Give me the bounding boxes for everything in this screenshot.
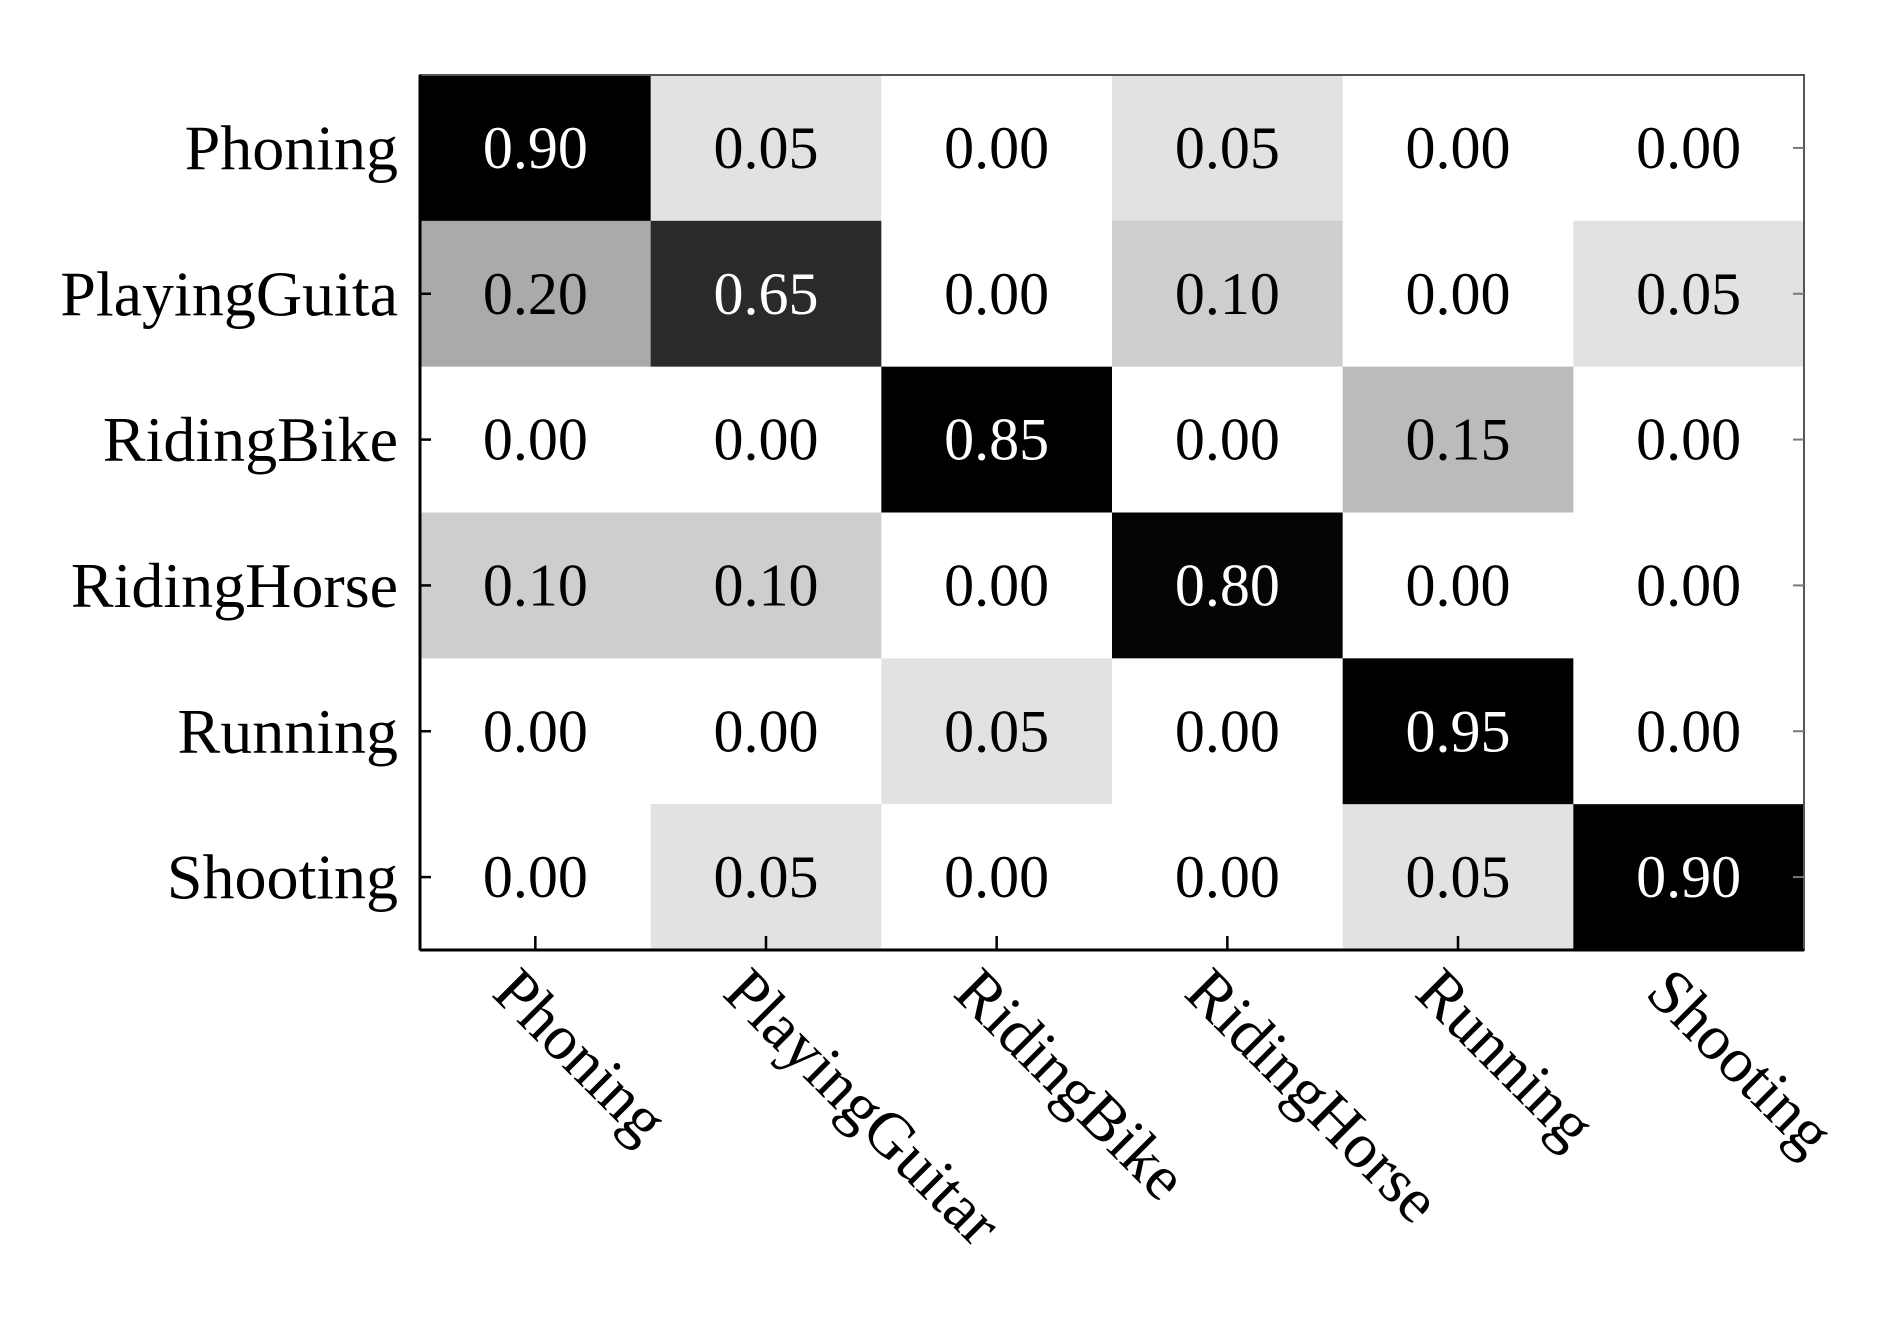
heatmap-cell-r1-c0 — [420, 220, 652, 368]
heatmap-cell-r3-c5 — [1573, 512, 1805, 659]
cell-value-label-r2-c1: 0.00 — [714, 407, 819, 473]
cell-value-label-r3-c4: 0.00 — [1406, 552, 1511, 618]
column-label-5: Shooting — [1634, 955, 1848, 1169]
cell-value-label-r4-c0: 0.00 — [483, 698, 588, 764]
cell-value-label-r2-c5: 0.00 — [1636, 407, 1741, 473]
column-label-4: Running — [1403, 955, 1609, 1161]
row-label-5: Shooting — [167, 842, 398, 913]
heatmap-cells — [420, 75, 1805, 951]
heatmap-cell-r4-c2 — [881, 658, 1113, 805]
heatmap-cell-r0-c1 — [650, 75, 882, 222]
heatmap-cell-r2-c0 — [420, 366, 652, 513]
cell-value-label-r1-c5: 0.05 — [1636, 261, 1741, 327]
cell-value-label-r2-c2: 0.85 — [944, 407, 1049, 473]
cell-value-label-r0-c1: 0.05 — [714, 115, 819, 181]
heatmap-cell-r4-c4 — [1342, 658, 1574, 805]
heatmap-cell-r0-c2 — [881, 75, 1113, 222]
heatmap-cell-r4-c5 — [1573, 658, 1805, 805]
cell-value-label-r4-c5: 0.00 — [1636, 698, 1741, 764]
cell-value-labels: 0.90 0.05 0.00 0.05 0.00 0.00 0.20 0.65 0.00 0.10… — [483, 115, 1741, 910]
heatmap-cell-r0-c0 — [420, 75, 652, 222]
heatmap-cell-r5-c4 — [1342, 804, 1574, 951]
heatmap-cell-r3-c4 — [1342, 512, 1574, 659]
cell-value-label-r1-c3: 0.10 — [1175, 261, 1280, 327]
heatmap-cell-r1-c5 — [1573, 220, 1805, 368]
heatmap-cell-r4-c3 — [1112, 658, 1344, 805]
cell-value-label-r4-c1: 0.00 — [714, 698, 819, 764]
row-label-4: Running — [178, 696, 398, 767]
cell-value-label-r2-c3: 0.00 — [1175, 407, 1280, 473]
row-label-3: RidingHorse — [71, 550, 398, 621]
cell-value-label-r1-c4: 0.00 — [1406, 261, 1511, 327]
cell-value-label-r4-c2: 0.05 — [944, 698, 1049, 764]
cell-value-label-r2-c0: 0.00 — [483, 407, 588, 473]
heatmap-cell-r3-c2 — [881, 512, 1113, 659]
heatmap-cell-r4-c0 — [420, 658, 652, 805]
heatmap-cell-r1-c2 — [881, 220, 1113, 368]
heatmap-cell-r5-c5 — [1573, 804, 1805, 951]
heatmap-cell-r0-c3 — [1112, 75, 1344, 222]
column-label-0: Phoning — [480, 955, 681, 1156]
heatmap-cell-r0-c5 — [1573, 75, 1805, 222]
axis-ticks — [420, 146, 1804, 950]
cell-value-label-r0-c0: 0.90 — [483, 115, 588, 181]
heatmap-cell-r4-c1 — [650, 658, 882, 805]
cell-value-label-r3-c0: 0.10 — [483, 552, 588, 618]
cell-value-label-r4-c3: 0.00 — [1175, 698, 1280, 764]
cell-value-label-r3-c1: 0.10 — [714, 552, 819, 618]
heatmap-cell-r2-c5 — [1573, 366, 1805, 513]
cell-value-label-r1-c1: 0.65 — [714, 261, 819, 327]
heatmap-cell-r0-c4 — [1342, 75, 1574, 222]
heatmap-cell-r3-c3 — [1112, 512, 1344, 659]
cell-value-label-r3-c2: 0.00 — [944, 552, 1049, 618]
cell-value-label-r0-c3: 0.05 — [1175, 115, 1280, 181]
cell-value-label-r5-c1: 0.05 — [714, 844, 819, 910]
cell-value-label-r5-c4: 0.05 — [1406, 844, 1511, 910]
x-axis-tick-labels: Phoning PlayingGuitarRidingBikeRidingHors… — [480, 955, 1847, 1259]
cell-value-label-r3-c3: 0.80 — [1175, 552, 1280, 618]
row-label-2: RidingBike — [103, 404, 398, 475]
cell-value-label-r5-c3: 0.00 — [1175, 844, 1280, 910]
heatmap-cell-r2-c3 — [1112, 366, 1344, 513]
cell-value-label-r0-c2: 0.00 — [944, 115, 1049, 181]
heatmap-cell-r5-c1 — [650, 804, 882, 951]
plot-frame — [418, 74, 1805, 952]
heatmap-cell-r2-c2 — [881, 366, 1113, 513]
cell-value-label-r5-c5: 0.90 — [1636, 844, 1741, 910]
heatmap-cell-r5-c0 — [420, 804, 652, 951]
cell-value-label-r2-c4: 0.15 — [1406, 407, 1511, 473]
heatmap-cell-r5-c2 — [881, 804, 1113, 951]
cell-value-label-r4-c4: 0.95 — [1406, 698, 1511, 764]
cell-value-label-r1-c2: 0.00 — [944, 261, 1049, 327]
heatmap-cell-r3-c0 — [420, 512, 652, 659]
cell-value-label-r0-c4: 0.00 — [1406, 115, 1511, 181]
row-label-0: Phoning — [185, 112, 398, 183]
heatmap-cell-r2-c4 — [1342, 366, 1574, 513]
cell-value-label-r3-c5: 0.00 — [1636, 552, 1741, 618]
row-label-1: PlayingGuita — [60, 258, 398, 329]
cell-value-label-r0-c5: 0.00 — [1636, 115, 1741, 181]
y-axis-tick-labels: Phoning PlayingGuita RidingBike RidingHorse… — [60, 112, 398, 912]
cell-value-label-r1-c0: 0.20 — [483, 261, 588, 327]
heatmap-cell-r1-c1 — [650, 220, 882, 368]
heatmap-cell-r1-c3 — [1112, 220, 1344, 368]
heatmap-cell-r1-c4 — [1342, 220, 1574, 368]
cell-value-label-r5-c2: 0.00 — [944, 844, 1049, 910]
heatmap-cell-r2-c1 — [650, 366, 882, 513]
cell-value-label-r5-c0: 0.00 — [483, 844, 588, 910]
heatmap-cell-r3-c1 — [650, 512, 882, 659]
heatmap-cell-r5-c3 — [1112, 804, 1344, 951]
